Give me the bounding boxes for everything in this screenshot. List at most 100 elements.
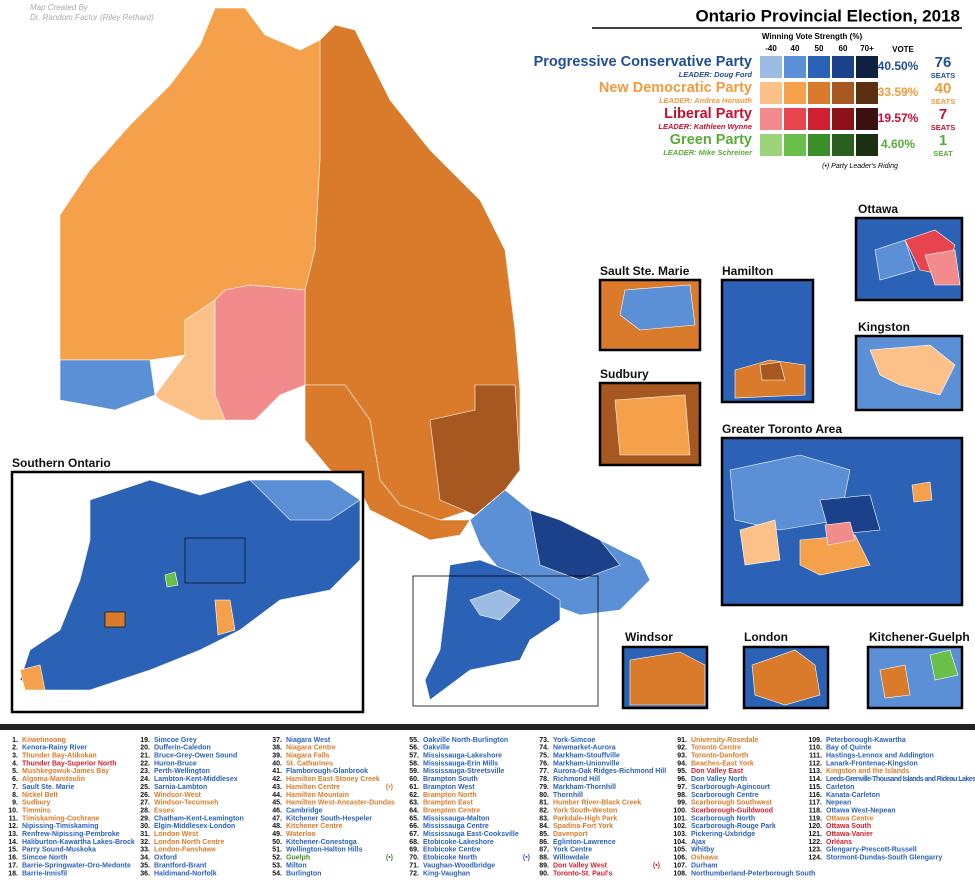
riding-number: 24. (140, 776, 150, 783)
strength-swatch (832, 108, 854, 130)
riding-number: 62. (409, 792, 419, 799)
riding-name: Parkdale-High Park (553, 815, 617, 822)
riding-name: Mississauga East-Cooksville (423, 831, 519, 838)
region (164, 571, 179, 588)
strength-swatch (760, 134, 782, 156)
riding-name: Lambton-Kent-Middlesex (154, 776, 238, 783)
riding-name: Lanark-Frontenac-Kingston (826, 760, 918, 767)
riding-name: Northumberland-Peterborough South (691, 870, 815, 877)
riding-name: Markham-Unionville (553, 760, 620, 767)
riding-name: Oakville North-Burlington (423, 737, 508, 744)
riding-name: Scarborough North (691, 815, 755, 822)
riding-name: Peterborough-Kawartha (826, 737, 906, 744)
riding-number: 58. (409, 760, 419, 767)
riding-number: 97. (677, 784, 687, 791)
riding-number: 25. (140, 784, 150, 791)
riding-name: Flamborough-Glanbrook (286, 768, 368, 775)
party-name: Liberal Party (664, 106, 752, 122)
riding-number: 38. (272, 745, 282, 752)
riding-number: 66. (409, 823, 419, 830)
riding-number: 21. (140, 753, 150, 760)
riding-number: 82. (539, 807, 549, 814)
riding-number: 96. (677, 776, 687, 783)
region (869, 344, 956, 396)
riding-number: 6. (12, 776, 18, 783)
riding-name: Mississauga-Erin Mills (423, 760, 498, 767)
riding-number: 123. (808, 847, 822, 854)
riding-name: Oxford (154, 855, 177, 862)
riding-name: Don Valley West (553, 862, 608, 869)
riding-name: Whitby (691, 847, 714, 854)
riding-name: Niagara Centre (286, 745, 336, 752)
region (929, 649, 959, 681)
credit: Dr. Random Factor (Riley Rethard) (30, 13, 154, 22)
riding-number: 31. (140, 831, 150, 838)
strength-swatch (808, 108, 830, 130)
riding-number: 107. (673, 862, 687, 869)
riding-name: Windsor-West (154, 792, 202, 799)
riding-name: Simcoe Grey (154, 737, 197, 744)
riding-name: Hamilton Mountain (286, 792, 349, 799)
riding-name: Leeds-Grenville-Thousand Islands and Rid… (826, 776, 975, 783)
region (59, 359, 156, 411)
riding-name: Scarborough Centre (691, 792, 759, 799)
riding-name: Glengarry-Prescott-Russell (826, 847, 917, 854)
riding-number: 115. (809, 784, 822, 791)
riding-name: Niagara Falls (286, 753, 330, 760)
riding-number: 99. (677, 800, 687, 807)
riding-name: York-Simcoe (553, 737, 595, 744)
riding-name: Brantford-Brant (154, 862, 207, 869)
map-shapes (10, 7, 964, 714)
riding-name: Don Valley East (691, 768, 744, 775)
riding-number: 51. (272, 847, 282, 854)
riding-name: Hamilton Centre (286, 784, 340, 791)
riding-name: Brampton North (423, 792, 477, 799)
riding-number: 113. (809, 768, 822, 775)
riding-number: 119. (809, 815, 822, 822)
riding-name: London North Centre (154, 839, 224, 846)
riding-name: Mississauga-Streetsville (423, 768, 504, 775)
strength-swatch (760, 56, 782, 78)
riding-name: Renfrew-Nipissing-Pembroke (22, 831, 120, 838)
riding-number: 75. (539, 753, 549, 760)
riding-name: Guelph (286, 855, 310, 862)
riding-number: 35. (140, 862, 150, 869)
riding-name: Aurora-Oak Ridges-Richmond Hill (553, 768, 666, 775)
seats-label: SEATS (931, 97, 955, 106)
riding-name: Haliburton-Kawartha Lakes-Brock (22, 839, 135, 846)
riding-name: Windsor-Tecumseh (154, 800, 218, 807)
riding-number: 102. (673, 823, 687, 830)
riding-number: 7. (12, 784, 18, 791)
leader-mark: (•) (386, 855, 393, 862)
riding-name: Scarborough-Rouge Park (691, 823, 776, 830)
party-vote: 19.57% (878, 111, 919, 125)
inset-title: Sault Ste. Marie (600, 264, 690, 278)
riding-name: Timmins (22, 807, 51, 814)
region (249, 479, 361, 521)
riding-number: 18. (8, 870, 18, 877)
riding-number: 86. (539, 839, 549, 846)
riding-number: 53. (272, 862, 282, 869)
riding-name: Mississauga Centre (423, 823, 489, 830)
riding-name: Kenora-Rainy River (22, 745, 87, 752)
riding-name: Milton (286, 862, 307, 869)
riding-number: 22. (140, 760, 150, 767)
riding-name: Kingston and the Islands (826, 768, 909, 775)
strength-swatch (760, 108, 782, 130)
riding-name: Durham (691, 862, 717, 869)
riding-name: York Centre (553, 847, 592, 854)
riding-name: Scarborough-Guildwood (691, 807, 773, 814)
riding-name: Kitchener Centre (286, 823, 343, 830)
riding-number: 5. (12, 768, 18, 775)
riding-name: Pickering-Uxbridge (691, 831, 755, 838)
riding-name: Thunder Bay-Superior North (22, 760, 117, 767)
leader-mark: (•) (386, 784, 393, 791)
inset-title: Windsor (625, 630, 673, 644)
seats-label: SEATS (931, 123, 955, 132)
riding-number: 36. (140, 870, 150, 877)
region (824, 521, 856, 546)
riding-name: Toronto Centre (691, 745, 741, 752)
region (924, 249, 961, 286)
region (751, 649, 821, 706)
strength-swatch (856, 82, 878, 104)
